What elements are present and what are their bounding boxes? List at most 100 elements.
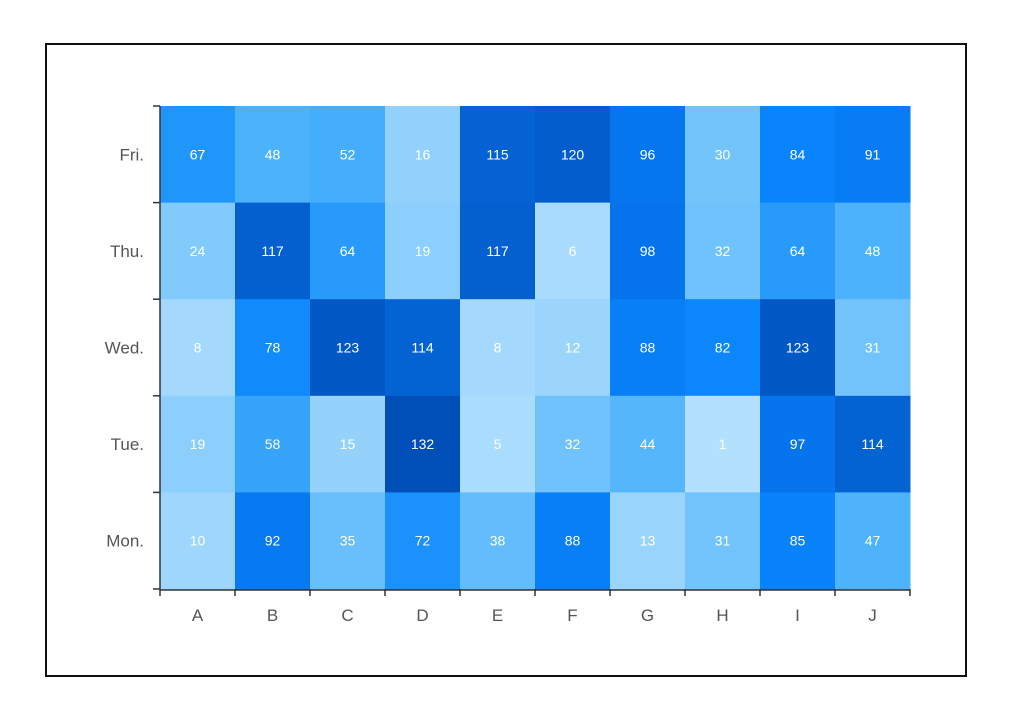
cell-value-label: 64	[340, 243, 356, 259]
cell-value-label: 67	[190, 146, 206, 162]
cell-value-label: 88	[565, 533, 581, 549]
cell-value-label: 72	[415, 533, 431, 549]
cell-value-label: 84	[790, 146, 806, 162]
x-tick-label: E	[492, 606, 503, 625]
cell-value-label: 12	[565, 340, 581, 356]
heatmap-cell-wed-i	[760, 299, 836, 397]
cell-value-label: 47	[865, 533, 881, 549]
cell-value-label: 48	[865, 243, 881, 259]
heatmap-cell-wed-j	[835, 299, 911, 397]
x-tick-label: J	[868, 606, 877, 625]
y-tick-label: Fri.	[119, 145, 144, 164]
heatmap-cell-wed-a	[160, 299, 236, 397]
cell-value-label: 10	[190, 533, 206, 549]
heatmap-cells	[160, 106, 911, 590]
heatmap-cell-mon-a	[160, 492, 236, 590]
heatmap-cell-thu-b	[235, 202, 311, 300]
heatmap-cell-thu-i	[760, 202, 836, 300]
cell-value-label: 123	[336, 340, 360, 356]
heatmap-cell-wed-g	[610, 299, 686, 397]
cell-value-label: 132	[411, 436, 435, 452]
cell-value-label: 117	[261, 243, 284, 259]
cell-value-label: 8	[194, 340, 202, 356]
cell-value-label: 13	[640, 533, 656, 549]
cell-value-label: 30	[715, 146, 731, 162]
heatmap-cell-mon-j	[835, 492, 911, 590]
x-tick-label: C	[341, 606, 353, 625]
cell-value-label: 16	[415, 146, 431, 162]
cell-value-label: 114	[411, 340, 434, 356]
cell-value-label: 8	[494, 340, 502, 356]
heatmap-cell-thu-f	[535, 202, 611, 300]
heatmap-cell-wed-b	[235, 299, 311, 397]
cell-value-label: 97	[790, 436, 806, 452]
heatmap-cell-tue-j	[835, 395, 911, 493]
heatmap-cell-mon-c	[310, 492, 386, 590]
cell-value-label: 120	[561, 146, 585, 162]
heatmap-cell-wed-c	[310, 299, 386, 397]
heatmap-cell-wed-h	[685, 299, 761, 397]
heatmap-cell-thu-a	[160, 202, 236, 300]
x-tick-label: H	[716, 606, 728, 625]
cell-value-label: 48	[265, 146, 281, 162]
heatmap-cell-tue-c	[310, 395, 386, 493]
heatmap-cell-tue-f	[535, 395, 611, 493]
heatmap-cell-fri-b	[235, 106, 311, 204]
cell-value-label: 44	[640, 436, 656, 452]
cell-value-label: 64	[790, 243, 806, 259]
cell-value-label: 32	[565, 436, 581, 452]
x-tick-label: F	[567, 606, 577, 625]
cell-value-label: 38	[490, 533, 506, 549]
cell-value-label: 31	[715, 533, 731, 549]
cell-value-label: 98	[640, 243, 656, 259]
cell-value-label: 123	[786, 340, 810, 356]
y-tick-label: Thu.	[110, 242, 144, 261]
x-tick-label: G	[641, 606, 654, 625]
cell-value-label: 5	[494, 436, 502, 452]
cell-value-label: 78	[265, 340, 281, 356]
cell-value-label: 96	[640, 146, 656, 162]
heatmap-cell-thu-d	[385, 202, 461, 300]
y-tick-label: Tue.	[111, 435, 144, 454]
heatmap-cell-mon-e	[460, 492, 536, 590]
heatmap-cell-tue-i	[760, 395, 836, 493]
heatmap-cell-mon-b	[235, 492, 311, 590]
heatmap-cell-tue-h	[685, 395, 761, 493]
cell-value-label: 91	[865, 146, 881, 162]
cell-value-label: 24	[190, 243, 206, 259]
cell-value-label: 115	[486, 146, 509, 162]
heatmap-cell-fri-e	[460, 106, 536, 204]
heatmap-cell-wed-e	[460, 299, 536, 397]
cell-value-label: 32	[715, 243, 731, 259]
x-tick-label: I	[795, 606, 800, 625]
heatmap-cell-tue-a	[160, 395, 236, 493]
heatmap-cell-mon-d	[385, 492, 461, 590]
heatmap-cell-tue-e	[460, 395, 536, 493]
heatmap-cell-mon-i	[760, 492, 836, 590]
heatmap-cell-tue-d	[385, 395, 461, 493]
heatmap-cell-thu-c	[310, 202, 386, 300]
heatmap-cell-fri-a	[160, 106, 236, 204]
heatmap-cell-tue-g	[610, 395, 686, 493]
cell-value-label: 85	[790, 533, 806, 549]
heatmap-cell-fri-d	[385, 106, 461, 204]
cell-value-label: 1	[719, 436, 727, 452]
heatmap-cell-thu-e	[460, 202, 536, 300]
heatmap-cell-fri-g	[610, 106, 686, 204]
heatmap-cell-mon-g	[610, 492, 686, 590]
y-tick-label: Mon.	[106, 532, 144, 551]
cell-value-label: 117	[486, 243, 509, 259]
cell-value-label: 114	[861, 436, 884, 452]
cell-value-label: 92	[265, 533, 281, 549]
heatmap-cell-wed-d	[385, 299, 461, 397]
cell-value-label: 19	[415, 243, 431, 259]
heatmap-cell-mon-h	[685, 492, 761, 590]
cell-value-label: 6	[569, 243, 577, 259]
x-tick-label: A	[192, 606, 204, 625]
y-tick-label: Wed.	[105, 339, 144, 358]
heatmap-cell-thu-j	[835, 202, 911, 300]
heatmap-axes: Fri. Thu. Wed. Tue. Mon. A B C D E F G H I J	[105, 105, 911, 625]
cell-value-label: 15	[340, 436, 356, 452]
x-tick-label: D	[416, 606, 428, 625]
